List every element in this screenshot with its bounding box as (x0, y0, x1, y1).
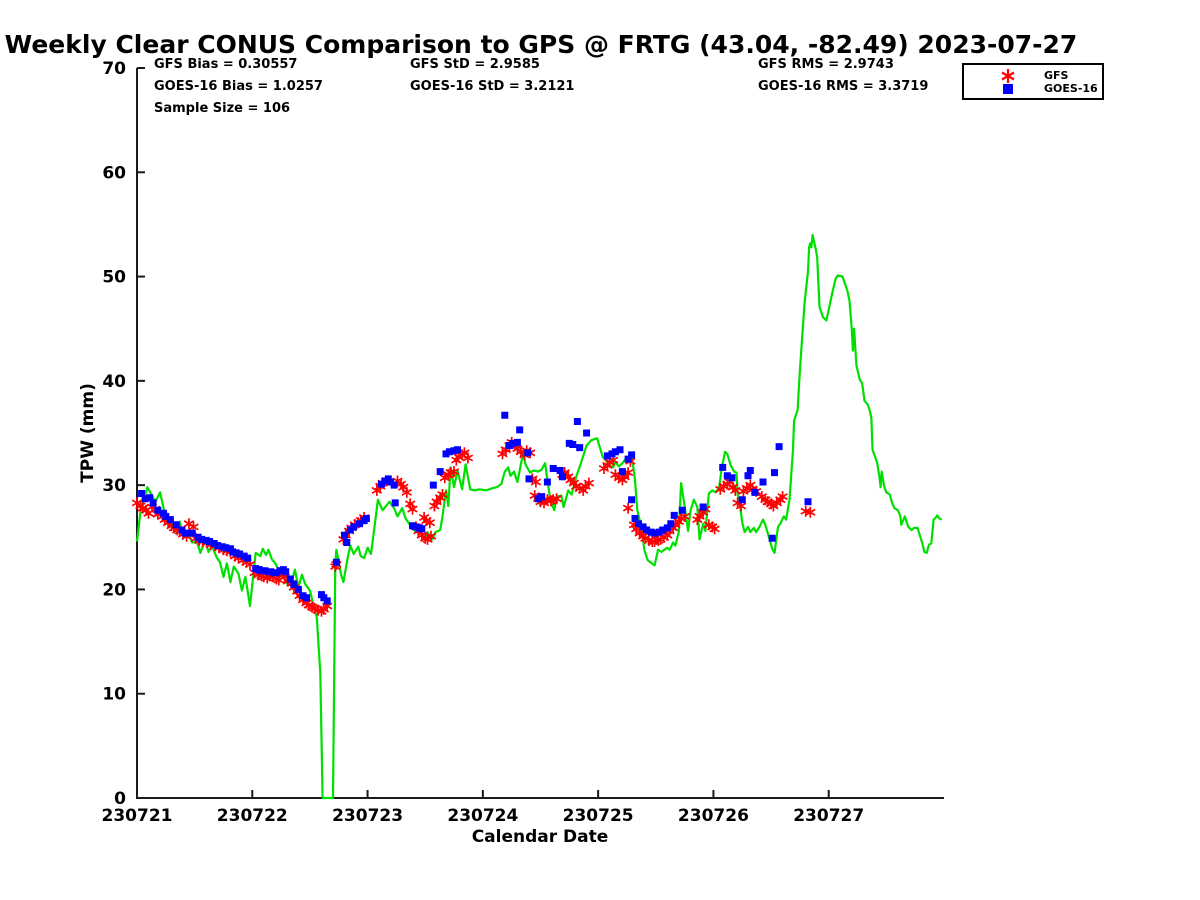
legend-box: GFS GOES-16 (962, 63, 1104, 100)
x-axis-label: Calendar Date (472, 827, 609, 847)
y-tick-label: 50 (102, 268, 126, 288)
y-tick-label: 70 (102, 59, 126, 79)
stat-gfs-std: GFS StD = 2.9585 (410, 57, 540, 72)
x-tick-label: 230727 (793, 806, 864, 826)
square-icon (1003, 84, 1013, 94)
y-tick-label: 10 (102, 685, 126, 705)
x-tick-label: 230721 (102, 806, 173, 826)
y-tick-label: 40 (102, 372, 126, 392)
stat-goes-std: GOES-16 StD = 3.2121 (410, 79, 575, 94)
legend-item-goes16: GOES-16 (964, 81, 1102, 97)
stat-goes-rms: GOES-16 RMS = 3.3719 (758, 79, 929, 94)
stat-goes-bias: GOES-16 Bias = 1.0257 (154, 79, 323, 94)
stat-sample-size: Sample Size = 106 (154, 101, 291, 116)
gps-line-series (135, 233, 943, 800)
x-tick-label: 230725 (563, 806, 634, 826)
x-tick-label: 230722 (217, 806, 288, 826)
x-tick-label: 230726 (678, 806, 749, 826)
x-tick-label: 230723 (332, 806, 403, 826)
legend-label-gfs: GFS (1044, 69, 1069, 82)
axis-spines (136, 68, 944, 799)
x-tick-label: 230724 (447, 806, 518, 826)
gfs-asterisk-series (131, 436, 816, 617)
legend-item-gfs: GFS (964, 68, 1102, 84)
chart-title: Weekly Clear CONUS Comparison to GPS @ F… (4, 30, 1078, 59)
y-tick-label: 0 (114, 789, 126, 809)
asterisk-icon (1001, 69, 1015, 83)
stat-gfs-rms: GFS RMS = 2.9743 (758, 57, 894, 72)
y-tick-label: 20 (102, 580, 126, 600)
y-tick-label: 60 (102, 163, 126, 183)
y-axis-label: TPW (mm) (78, 383, 98, 483)
legend-label-goes16: GOES-16 (1044, 82, 1098, 95)
y-tick-label: 30 (102, 476, 126, 496)
stat-gfs-bias: GFS Bias = 0.30557 (154, 57, 298, 72)
